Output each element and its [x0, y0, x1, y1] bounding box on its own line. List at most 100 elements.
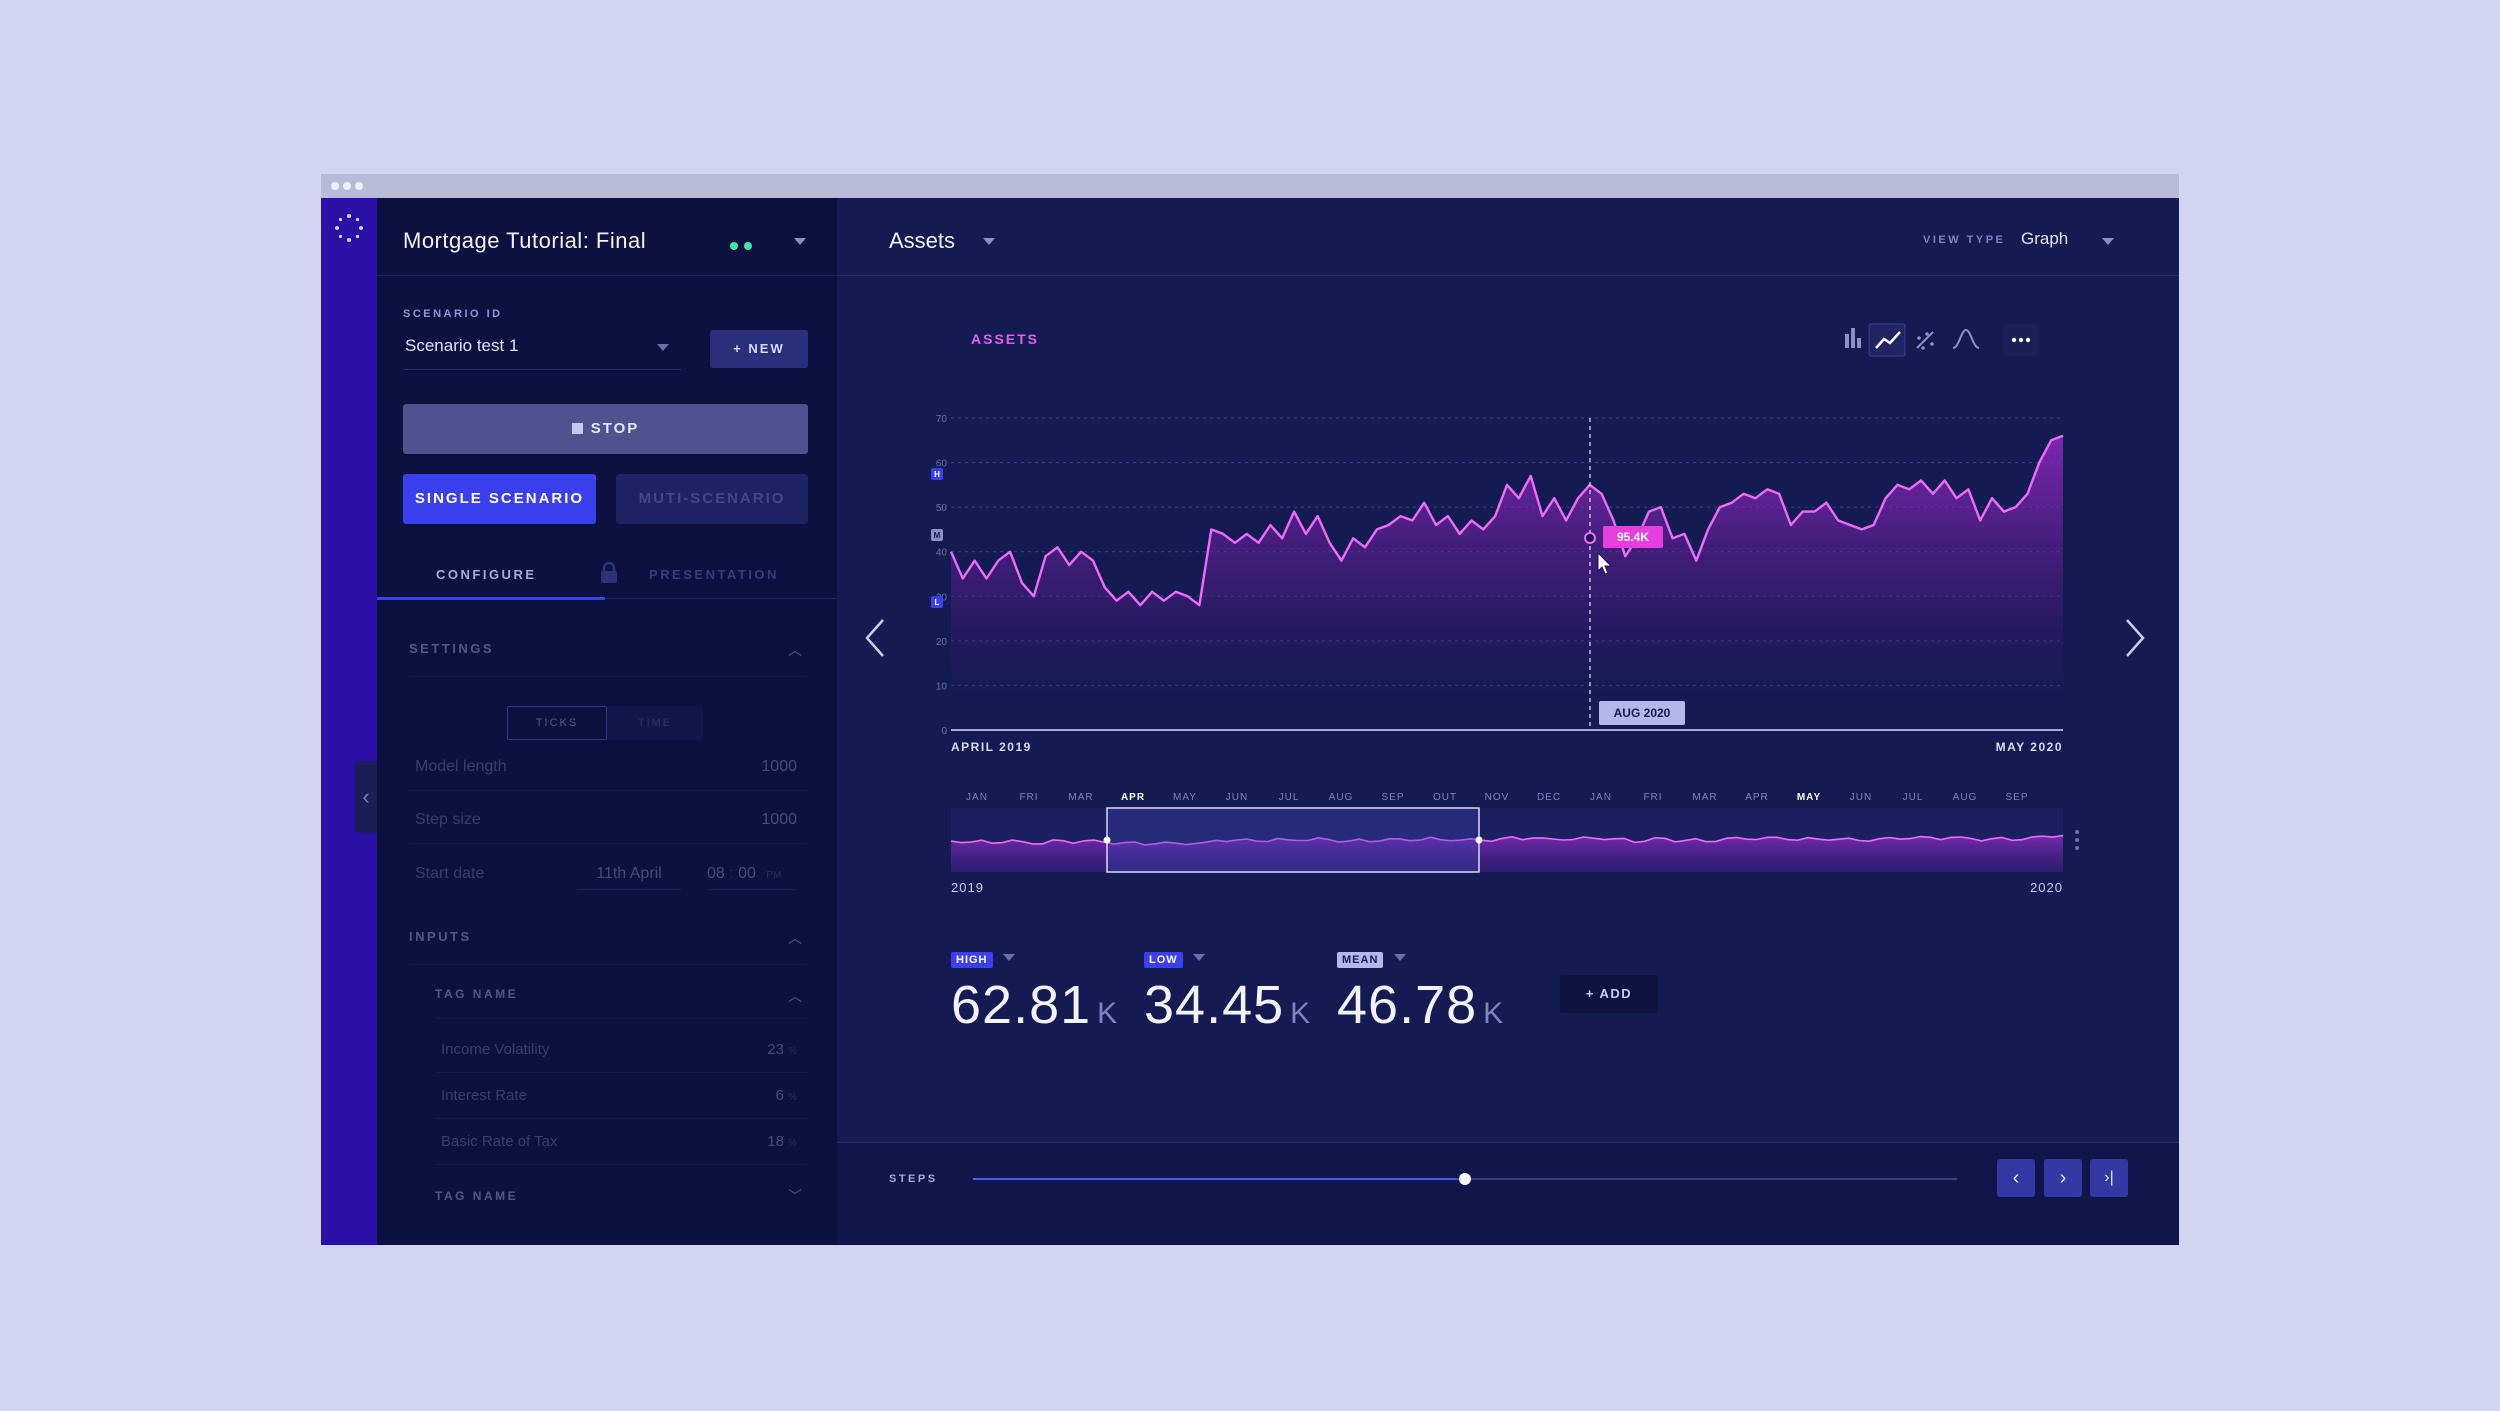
mean-dropdown-icon[interactable]: [1393, 954, 1406, 961]
start-minute: 00: [738, 865, 756, 882]
y-axis-ticks: 010203040506070: [936, 414, 948, 737]
timeline-handle-icon[interactable]: [2075, 830, 2079, 850]
low-marker: [931, 596, 943, 608]
window-dot-icon[interactable]: [331, 182, 339, 190]
basic-rate-of-tax-input[interactable]: 18 %: [717, 1133, 797, 1150]
panel-header: Mortgage Tutorial: Final: [377, 198, 837, 276]
selection-left-handle[interactable]: [1103, 836, 1111, 844]
low-dropdown-icon[interactable]: [1193, 954, 1206, 961]
step-to-end-button[interactable]: ›|: [2090, 1159, 2128, 1197]
timeline-month-label: JAN: [966, 792, 988, 803]
status-indicator: [730, 237, 758, 255]
steps-label: STEPS: [889, 1173, 938, 1185]
steps-slider-thumb[interactable]: [1459, 1173, 1471, 1185]
timeline-month-label: OUT: [1433, 792, 1457, 803]
crosshair-point[interactable]: [1584, 532, 1596, 544]
single-scenario-button[interactable]: SINGLE SCENARIO: [403, 474, 596, 524]
high-tag: HIGH: [951, 952, 993, 968]
interest-rate-input[interactable]: 6 %: [717, 1087, 797, 1104]
input-value: 23: [767, 1041, 784, 1058]
divider: [409, 964, 807, 965]
input-unit: %: [788, 1092, 797, 1103]
chevron-up-icon[interactable]: ︿: [788, 930, 802, 946]
new-scenario-button[interactable]: + NEW: [710, 330, 808, 368]
chart-title: ASSETS: [971, 331, 1039, 347]
timeline-month-label: MAY: [1173, 792, 1197, 803]
model-length-input[interactable]: 1000: [761, 758, 797, 775]
step-back-button[interactable]: ‹: [1997, 1159, 2035, 1197]
y-tick-label: 0: [941, 726, 947, 737]
chart-type-toolbar: [1845, 323, 2039, 357]
timeline-selection-window[interactable]: [1106, 807, 1480, 873]
view-title[interactable]: Assets: [889, 228, 956, 253]
stat-high: HIGH 62.81 K: [951, 950, 1118, 1036]
view-dropdown-icon[interactable]: [983, 238, 995, 245]
timeline-end-year: 2020: [2030, 880, 2063, 895]
divider: [435, 1072, 807, 1073]
project-dropdown-icon[interactable]: [794, 238, 806, 245]
high-marker-label: H: [934, 470, 940, 479]
high-marker: [931, 468, 943, 480]
timeline-month-label: AUG: [1329, 792, 1354, 803]
multi-scenario-button[interactable]: MUTI-SCENARIO: [616, 474, 808, 524]
start-ampm: PM: [766, 870, 782, 881]
stop-button[interactable]: STOP: [403, 404, 808, 454]
low-marker-label: L: [935, 598, 940, 607]
crosshair-date-badge: [1599, 701, 1685, 725]
toggle-time[interactable]: TIME: [607, 706, 703, 740]
timeline-month-label: FRI: [1019, 792, 1038, 803]
input-label: Interest Rate: [441, 1087, 527, 1104]
toggle-ticks[interactable]: TICKS: [507, 706, 607, 740]
divider: [435, 1164, 807, 1165]
start-time-input[interactable]: 08 : 00 PM: [707, 865, 797, 890]
distribution-chart-icon[interactable]: [1952, 328, 1980, 349]
selection-right-handle[interactable]: [1475, 836, 1483, 844]
scenario-select-value: Scenario test 1: [405, 336, 519, 355]
window-dot-icon[interactable]: [343, 182, 351, 190]
start-hour: 08: [707, 865, 725, 882]
timeline-months: JAN FRI MAR APR MAY JUN JUL AUG SEP OUT NOV DEC JAN F…: [966, 792, 2027, 803]
steps-slider-track[interactable]: [973, 1173, 1957, 1185]
line-chart-icon[interactable]: [1875, 331, 1901, 349]
timeline-month-label: NOV: [1485, 792, 1510, 803]
app-logo-icon[interactable]: [329, 208, 369, 248]
high-dropdown-icon[interactable]: [1002, 954, 1015, 961]
income-volatility-input[interactable]: 23 %: [717, 1041, 797, 1058]
model-length-label: Model length: [415, 758, 507, 775]
input-value: 6: [775, 1087, 784, 1104]
scatter-chart-icon[interactable]: [1916, 331, 1934, 350]
window-dot-icon[interactable]: [355, 182, 363, 190]
tab-configure[interactable]: CONFIGURE: [436, 567, 537, 582]
app-window: ‹ Mortgage Tutorial: Final SCENARIO ID S…: [321, 174, 2179, 1245]
chevron-up-icon[interactable]: ︿: [788, 988, 802, 1004]
crosshair-value: 95.4K: [1617, 530, 1649, 544]
chevron-down-icon[interactable]: ﹀: [788, 1188, 802, 1204]
view-type-select[interactable]: Graph: [2021, 229, 2069, 248]
next-arrow-icon[interactable]: [2126, 619, 2145, 657]
x-start-label: APRIL 2019: [951, 740, 1032, 754]
step-forward-button[interactable]: ›: [2044, 1159, 2082, 1197]
tab-presentation[interactable]: PRESENTATION: [649, 567, 779, 582]
more-options-icon: [2011, 337, 2031, 343]
y-tick-label: 70: [936, 414, 948, 425]
steps-bar: STEPS ‹ › ›|: [837, 1142, 2179, 1245]
collapse-panel-chevron-icon[interactable]: ‹: [355, 761, 377, 833]
bar-chart-icon[interactable]: [1845, 328, 1861, 348]
timeline-month-label: DEC: [1537, 792, 1561, 803]
start-date-input[interactable]: 11th April: [577, 865, 681, 890]
chevron-up-icon[interactable]: ︿: [788, 642, 802, 658]
assets-line: [949, 434, 2064, 607]
timeline-month-label: JUL: [1903, 792, 1924, 803]
input-label: Basic Rate of Tax: [441, 1133, 558, 1150]
scenario-id-label: SCENARIO ID: [403, 308, 503, 320]
add-stat-button[interactable]: + ADD: [1560, 975, 1658, 1013]
scenario-select[interactable]: Scenario test 1: [403, 332, 681, 370]
high-unit: K: [1097, 997, 1119, 1030]
step-size-input[interactable]: 1000: [761, 811, 797, 828]
divider: [409, 843, 807, 844]
mean-marker-label: M: [934, 531, 941, 540]
tag-name-heading: TAG NAME: [435, 987, 519, 1001]
input-value: 18: [767, 1133, 784, 1150]
chevron-down-icon[interactable]: [2102, 238, 2114, 245]
previous-arrow-icon[interactable]: [865, 619, 884, 657]
